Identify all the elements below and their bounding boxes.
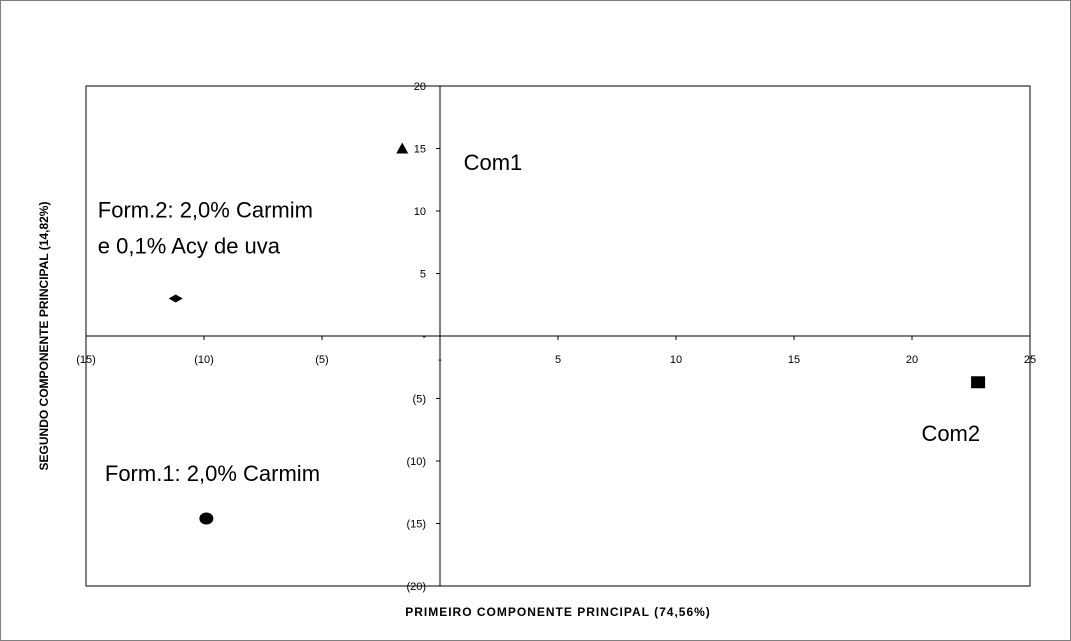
x-tick-labels: (15) (10) (5) - 5 10 15 20 25 xyxy=(76,354,1036,366)
x-tick-label: (15) xyxy=(76,354,96,366)
data-point-triangle xyxy=(396,142,409,154)
x-tick-label: - xyxy=(438,354,442,366)
y-tick-label: 10 xyxy=(414,206,426,218)
y-tick-label: (15) xyxy=(406,519,426,531)
annotation-background xyxy=(101,460,324,487)
annotation-background xyxy=(460,148,526,176)
data-points xyxy=(168,142,986,525)
x-tick-label: 25 xyxy=(1024,354,1036,366)
x-tick-label: 15 xyxy=(788,354,800,366)
x-tick-label: 20 xyxy=(906,354,918,366)
y-tick-labels: (20) (15) (10) (5) - 5 10 15 20 xyxy=(406,81,426,593)
data-point-square xyxy=(971,376,986,389)
annotation-background xyxy=(94,196,316,224)
y-tick-label: (5) xyxy=(413,394,426,406)
x-tick-label: (5) xyxy=(315,354,328,366)
annotation-background xyxy=(94,232,284,260)
y-axis-title: SEGUNDO COMPONENTE PRINCIPAL (14,82%) xyxy=(37,202,51,471)
annotation-label: Form.2: 2,0% Carmim xyxy=(98,197,313,222)
data-point-circle xyxy=(199,512,214,525)
x-tick-label: 10 xyxy=(670,354,682,366)
annotation-label: e 0,1% Acy de uva xyxy=(98,234,281,259)
y-tick-label: - xyxy=(422,331,426,343)
annotation-label: Com1 xyxy=(464,150,523,175)
annotation-background xyxy=(918,420,984,447)
y-tick-label: 5 xyxy=(420,269,426,281)
annotation-label: Form.1: 2,0% Carmim xyxy=(105,461,320,486)
annotation-label: Com2 xyxy=(921,421,980,446)
y-tick-label: (10) xyxy=(406,456,426,468)
y-tick-label: 15 xyxy=(414,144,426,156)
data-point-diamond xyxy=(168,294,183,303)
y-tick-label: 20 xyxy=(414,81,426,93)
x-tick-label: (10) xyxy=(194,354,214,366)
x-tick-label: 5 xyxy=(555,354,561,366)
annotations: Com1 Com2 Form.2: 2,0% Carmim e 0,1% Acy de… xyxy=(94,148,984,487)
y-tick-label: (20) xyxy=(406,581,426,593)
axes xyxy=(85,85,1031,587)
x-axis-title: PRIMEIRO COMPONENTE PRINCIPAL (74,56%) xyxy=(405,605,711,619)
